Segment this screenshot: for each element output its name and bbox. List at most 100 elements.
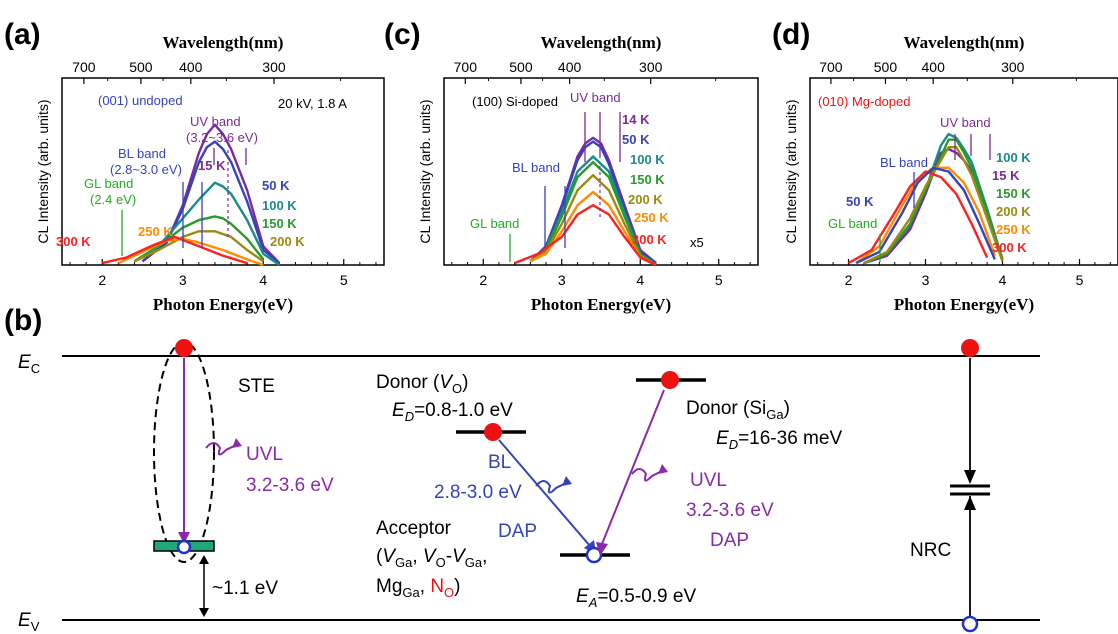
chart-panel-a: Wavelength(nm) Photon Energy(eV) CL Intens… xyxy=(35,33,385,314)
scale-note: x5 xyxy=(690,235,704,250)
series-label: 200 K xyxy=(270,234,305,249)
series-label: 150 K xyxy=(630,172,665,187)
panel-c-annotations: (100) Si-doped UV band BL band GL band x… xyxy=(470,90,704,262)
series-line xyxy=(102,235,248,265)
x-axis-title: Photon Energy(eV) xyxy=(531,295,671,314)
uvl2-energy-label: 3.2-3.6 eV xyxy=(686,500,774,521)
series-line xyxy=(141,140,281,265)
panel-label-d: (d) xyxy=(772,18,810,51)
bl-label: BL xyxy=(488,452,511,473)
ed1-label: ED=0.8-1.0 eV xyxy=(392,400,513,424)
sample-label-c: (100) Si-doped xyxy=(472,94,558,109)
series-line xyxy=(117,237,264,267)
series-label: 100 K xyxy=(996,150,1031,165)
top-tick-label: 400 xyxy=(922,59,946,75)
series-line xyxy=(133,230,264,263)
top-tick-label: 300 xyxy=(639,59,663,75)
top-tick-label: 500 xyxy=(129,59,153,75)
bl-band-label-c: BL band xyxy=(512,160,560,175)
donor-si-electron xyxy=(661,371,679,389)
energy-diagram: EC EV STE UVL 3.2-3.6 eV ~1.1 eV Donor (… xyxy=(18,339,1040,634)
top-tick-label: 400 xyxy=(179,59,203,75)
plot-frame xyxy=(443,77,759,266)
donor-vo-electron xyxy=(484,423,502,441)
x-tick-label: 5 xyxy=(1076,272,1084,288)
series-label: 150 K xyxy=(996,186,1031,201)
panel-label-c: (c) xyxy=(384,18,421,51)
hole-dot xyxy=(176,539,192,555)
x-tick-label: 4 xyxy=(999,272,1007,288)
x-tick-label: 2 xyxy=(479,272,487,288)
top-tick-label: 500 xyxy=(874,59,898,75)
gap-label: ~1.1 eV xyxy=(212,578,278,599)
plot-frame xyxy=(61,77,385,266)
x-tick-label: 5 xyxy=(715,272,723,288)
x-tick-label: 3 xyxy=(179,272,187,288)
acceptor-label: Acceptor xyxy=(376,518,452,539)
series-label: 300 K xyxy=(992,240,1027,255)
series-label: 200 K xyxy=(628,192,663,207)
x-tick-label: 3 xyxy=(922,272,930,288)
condition-label: 20 kV, 1.8 A xyxy=(278,96,347,111)
series-line xyxy=(133,181,281,266)
dap-label-purple: DAP xyxy=(710,530,749,551)
acceptor-species-line2: MgGa, NO) xyxy=(376,576,461,600)
x-tick-label: 4 xyxy=(636,272,644,288)
y-axis-title: CL Intensity (arb. units) xyxy=(417,99,433,243)
x-tick-label: 2 xyxy=(98,272,106,288)
donor-si-label: Donor (SiGa) xyxy=(686,398,790,422)
series-label: 15 K xyxy=(992,168,1020,183)
chart-panel-d: Wavelength(nm) Photon Energy(eV) CL Intens… xyxy=(783,33,1118,314)
top-axis-title: Wavelength(nm) xyxy=(541,33,662,52)
series-label: 50 K xyxy=(622,132,650,147)
series-label: 100 K xyxy=(262,198,297,213)
uv-band-label-a: UV band xyxy=(190,114,241,129)
nrc-electron xyxy=(961,339,979,357)
panel-label-a: (a) xyxy=(4,18,41,51)
bl-energy-label: 2.8-3.0 eV xyxy=(434,482,522,503)
gl-band-label-d: GL band xyxy=(828,216,877,231)
plot-frame xyxy=(809,77,1118,266)
x-tick-label: 2 xyxy=(845,272,853,288)
y-axis-title: CL Intensity (arb. units) xyxy=(35,99,51,243)
series-label: 200 K xyxy=(996,204,1031,219)
electron-dot xyxy=(175,339,193,357)
ev-label: EV xyxy=(18,610,40,634)
series-label: 150 K xyxy=(262,216,297,231)
series-label: 300 K xyxy=(56,234,91,249)
top-axis-title: Wavelength(nm) xyxy=(163,33,284,52)
series-label: 15 K xyxy=(198,158,226,173)
uv-band-range-a: (3.2~3.6 eV) xyxy=(186,130,258,145)
nrc-label: NRC xyxy=(910,540,951,561)
series-line xyxy=(514,204,657,267)
gl-band-label-a: GL band xyxy=(84,176,133,191)
series-line xyxy=(863,146,1004,265)
series-label: 100 K xyxy=(630,152,665,167)
x-tick-label: 3 xyxy=(558,272,566,288)
panel-d-annotations: (010) Mg-doped UV band BL band GL band xyxy=(818,94,991,262)
top-tick-label: 300 xyxy=(1001,59,1025,75)
top-tick-label: 700 xyxy=(819,59,843,75)
bl-band-label-d: BL band xyxy=(880,155,928,170)
gl-band-range-a: (2.4 eV) xyxy=(90,192,136,207)
uv-band-label-c: UV band xyxy=(570,90,621,105)
series-line xyxy=(855,166,996,265)
uvl2-label: UVL xyxy=(690,470,727,491)
acceptor-species-line1: (VGa, VO-VGa, xyxy=(376,546,487,570)
donor-vo-label: Donor (VO) xyxy=(376,372,469,396)
top-tick-label: 700 xyxy=(454,59,478,75)
top-tick-label: 700 xyxy=(72,59,96,75)
ec-label: EC xyxy=(18,352,40,376)
ed2-label: ED=16-36 meV xyxy=(716,428,842,452)
series-label: 250 K xyxy=(634,210,669,225)
series-line xyxy=(863,138,1004,265)
chart-panel-c: Wavelength(nm) Photon Energy(eV) CL Intens… xyxy=(417,33,759,314)
x-axis-title: Photon Energy(eV) xyxy=(153,295,293,314)
series-line xyxy=(529,160,657,266)
sample-label-a: (001) undoped xyxy=(98,93,183,108)
gl-band-label-c: GL band xyxy=(470,216,519,231)
acceptor-hole xyxy=(585,546,603,564)
nrc-hole xyxy=(961,615,979,633)
series-label: 50 K xyxy=(846,194,874,209)
panel-label-b: (b) xyxy=(4,304,42,337)
